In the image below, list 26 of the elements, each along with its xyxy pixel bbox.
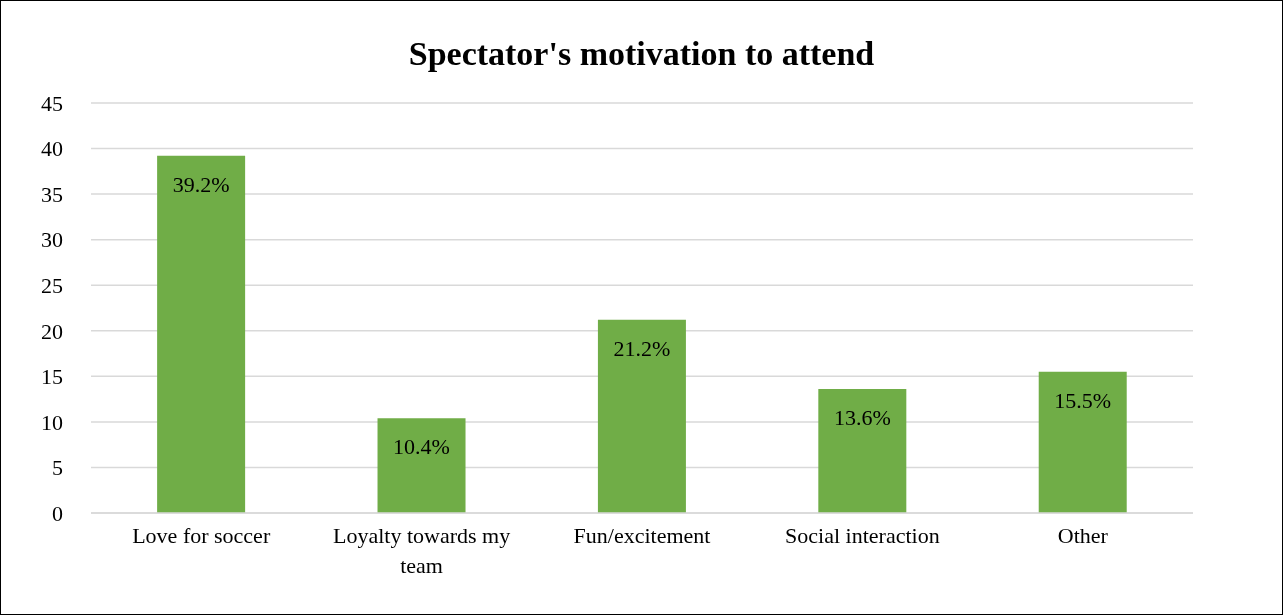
y-tick-label: 30	[41, 227, 63, 253]
y-tick-label: 20	[41, 318, 63, 344]
x-tick-label: Love for soccer	[132, 523, 271, 548]
y-tick-label: 45	[41, 90, 63, 116]
data-label: 15.5%	[1054, 387, 1112, 413]
x-tick-label: Other	[1057, 523, 1109, 548]
chart-title: Spectator's motivation to attend	[408, 35, 875, 72]
y-tick-label: 35	[41, 181, 63, 207]
y-tick-label: 25	[41, 273, 63, 299]
y-tick-label: 15	[41, 364, 63, 390]
data-label: 10.4%	[393, 434, 450, 460]
bar	[377, 418, 466, 513]
x-tick-label: Loyalty towards my team	[333, 523, 511, 578]
bar	[157, 155, 246, 513]
bar	[818, 389, 907, 513]
data-label: 13.6%	[833, 405, 891, 431]
x-tick-label: Social interaction	[785, 523, 940, 548]
x-tick-label: Fun/excitement	[573, 523, 711, 548]
y-tick-label: 10	[41, 409, 63, 435]
y-tick-label: 5	[52, 455, 63, 481]
bar	[1038, 371, 1127, 513]
y-tick-label: 40	[41, 136, 63, 162]
data-label: 21.2%	[613, 335, 671, 361]
bar	[597, 319, 686, 513]
y-tick-label: 0	[52, 500, 63, 526]
data-label: 39.2%	[172, 171, 230, 197]
